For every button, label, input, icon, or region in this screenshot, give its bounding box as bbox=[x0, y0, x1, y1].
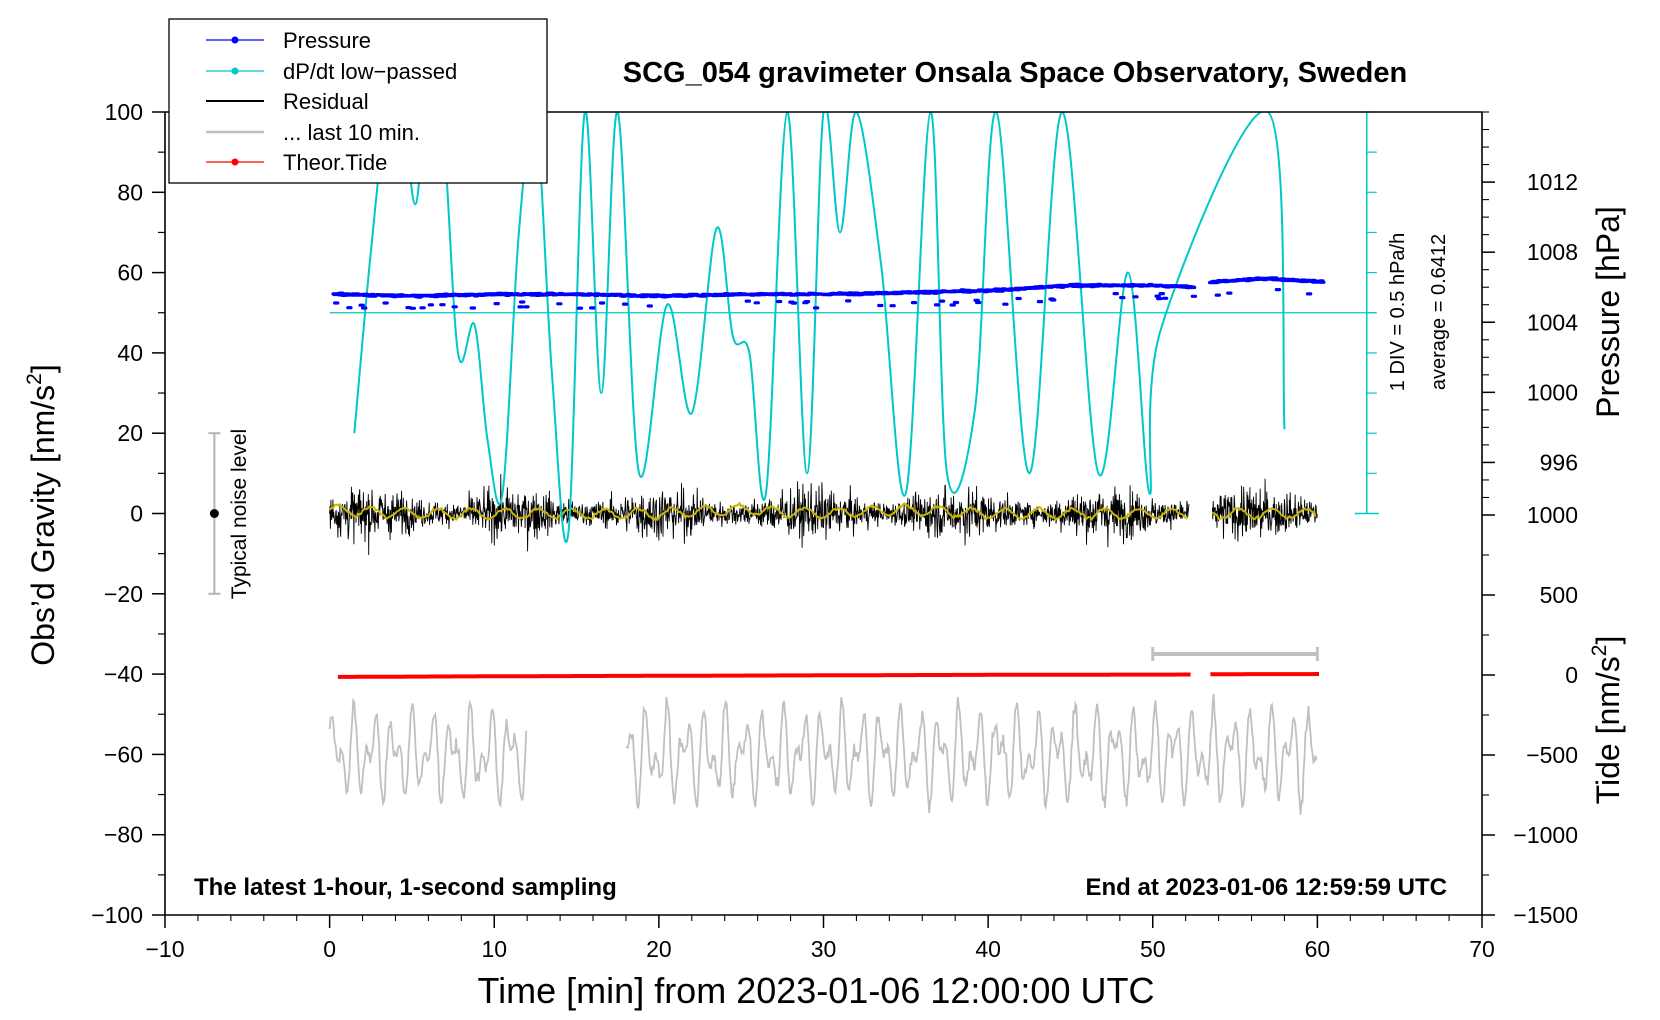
y-axis-label-tide-tail: ] bbox=[1590, 636, 1626, 645]
x-tick-label: 70 bbox=[1469, 936, 1495, 962]
residual-lowpassed-line bbox=[328, 501, 1317, 522]
pressure-tick-label: 1012 bbox=[1527, 169, 1578, 195]
pressure-points bbox=[331, 276, 1326, 310]
y-axis-label-tide: Tide [nm/s2] bbox=[1588, 636, 1626, 805]
legend-marker-dpdt bbox=[231, 67, 239, 75]
x-axis-label: Time [min] from 2023-01-06 12:00:00 UTC bbox=[478, 970, 1155, 1011]
theor-tide-line bbox=[337, 672, 1319, 679]
y-tick-label: −100 bbox=[91, 902, 143, 928]
y-axis-label-tide-sup: 2 bbox=[1588, 645, 1611, 657]
x-tick-label: 0 bbox=[323, 936, 336, 962]
dpdt-average-label: average = 0.6412 bbox=[1428, 234, 1450, 390]
y-tick-label: 0 bbox=[130, 501, 143, 527]
x-tick-label: 40 bbox=[975, 936, 1001, 962]
y-axis-label-tide-main: Tide [nm/s bbox=[1590, 656, 1626, 804]
dpdt-scale-label: 1 DIV = 0.5 hPa/h bbox=[1387, 233, 1409, 391]
chart-title: SCG_054 gravimeter Onsala Space Observat… bbox=[623, 57, 1407, 89]
legend-label-tide: Theor.Tide bbox=[283, 150, 387, 175]
legend: Pressure dP/dt low−passed Residual ... l… bbox=[168, 18, 548, 184]
noise-bar-center-dot bbox=[209, 509, 219, 518]
pressure-tick-label: 1008 bbox=[1527, 239, 1578, 265]
bottom-left-note: The latest 1-hour, 1-second sampling bbox=[194, 874, 617, 901]
x-tick-label: 30 bbox=[811, 936, 837, 962]
legend-marker-pressure bbox=[231, 36, 239, 44]
x-tick-label: −10 bbox=[145, 936, 184, 962]
y-tick-label: 60 bbox=[117, 260, 143, 286]
y-axis-label-left-tail: ] bbox=[25, 364, 61, 373]
legend-label-pressure: Pressure bbox=[283, 28, 371, 53]
y-tick-label: −40 bbox=[104, 661, 143, 687]
pressure-tick-label: 996 bbox=[1540, 449, 1578, 475]
y-axis-label-left-main: Obs’d Gravity [nm/s bbox=[25, 385, 61, 666]
y-tick-label: −80 bbox=[104, 822, 143, 848]
y-tick-label: 20 bbox=[117, 420, 143, 446]
y-tick-label: 80 bbox=[117, 179, 143, 205]
y-axis-label-left: Obs’d Gravity [nm/s2] bbox=[23, 364, 61, 666]
tide-tick-label: −500 bbox=[1526, 742, 1578, 768]
tide-tick-label: −1000 bbox=[1513, 822, 1578, 848]
y-axis-label-pressure: Pressure [hPa] bbox=[1590, 206, 1626, 418]
x-tick-label: 10 bbox=[481, 936, 507, 962]
x-tick-label: 20 bbox=[646, 936, 672, 962]
tide-tick-label: 0 bbox=[1565, 662, 1578, 688]
x-tick-label: 60 bbox=[1305, 936, 1331, 962]
y-tick-label: 100 bbox=[105, 99, 143, 125]
legend-label-residual: Residual bbox=[283, 89, 369, 114]
legend-label-dpdt: dP/dt low−passed bbox=[283, 59, 457, 84]
bottom-right-note: End at 2023-01-06 12:59:59 UTC bbox=[1086, 874, 1448, 901]
y-tick-label: −60 bbox=[104, 741, 143, 767]
legend-marker-tide bbox=[231, 158, 239, 166]
tide-tick-label: 1000 bbox=[1527, 502, 1578, 528]
y-tick-label: 40 bbox=[117, 340, 143, 366]
legend-label-last10: ... last 10 min. bbox=[283, 120, 420, 145]
noise-level-label: Typical noise level bbox=[228, 429, 251, 599]
y-axis-label-left-sup: 2 bbox=[23, 373, 46, 385]
dpdt-lowpassed-line bbox=[353, 112, 1286, 544]
pressure-tick-label: 1004 bbox=[1527, 309, 1578, 335]
y-tick-label: −20 bbox=[104, 581, 143, 607]
tide-tick-label: 500 bbox=[1540, 582, 1578, 608]
x-tick-label: 50 bbox=[1140, 936, 1166, 962]
last-10-min-line bbox=[328, 693, 1318, 815]
pressure-tick-label: 1000 bbox=[1527, 379, 1578, 405]
tide-tick-label: −1500 bbox=[1513, 902, 1578, 928]
plot-data-layer bbox=[328, 112, 1375, 815]
